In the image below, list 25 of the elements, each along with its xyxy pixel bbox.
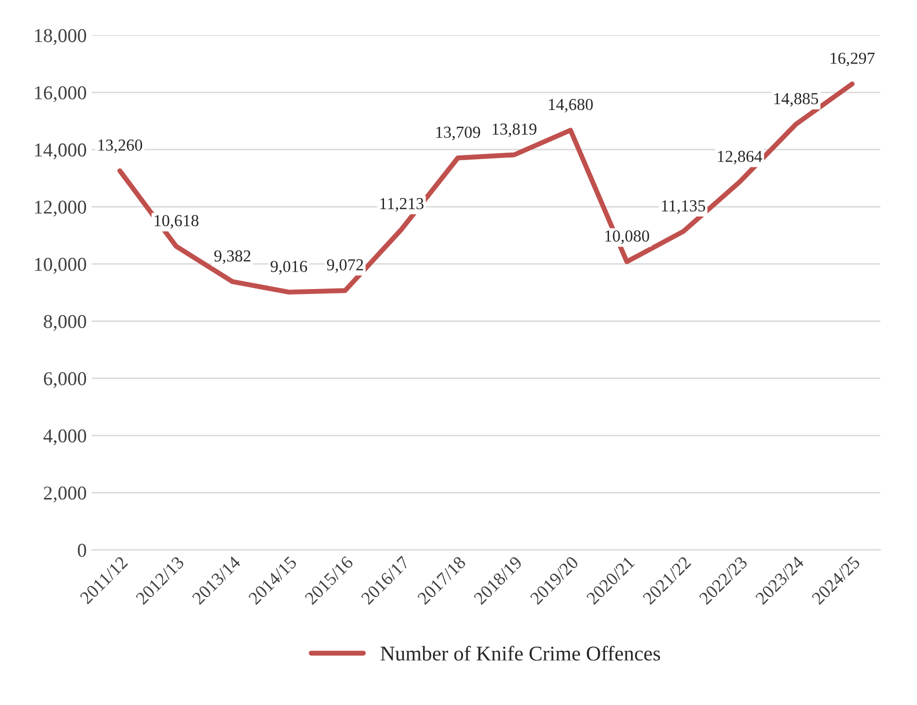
y-tick-label: 18,000 [35, 29, 86, 45]
data-label: 12,864 [718, 150, 762, 164]
y-tick-label: 8,000 [44, 314, 86, 331]
y-tick-label: 4,000 [43, 429, 86, 446]
data-label: 13,709 [436, 126, 480, 140]
data-label: 13,260 [98, 139, 142, 154]
y-tick-label: 6,000 [44, 372, 86, 388]
data-label: 9,382 [214, 250, 250, 264]
data-label: 13,819 [492, 123, 536, 138]
data-label: 14,885 [774, 93, 818, 107]
data-label: 10,618 [154, 215, 198, 229]
legend-label: Number of Knife Crime Offences [380, 646, 660, 661]
y-tick-label: 14,000 [35, 143, 86, 160]
data-label: 14,680 [549, 98, 593, 113]
data-label: 9,016 [270, 260, 308, 274]
y-tick-label: 0 [78, 544, 86, 557]
y-tick-label: 16,000 [35, 86, 86, 102]
data-label: 10,080 [605, 230, 650, 244]
data-label: 11,213 [380, 198, 424, 212]
data-label: 9,072 [326, 259, 364, 273]
y-tick-label: 12,000 [35, 200, 86, 217]
y-tick-label: 10,000 [35, 258, 86, 274]
data-label: 11,135 [662, 200, 706, 214]
y-tick-label: 2,000 [44, 486, 86, 502]
data-label: 16,297 [830, 52, 875, 66]
